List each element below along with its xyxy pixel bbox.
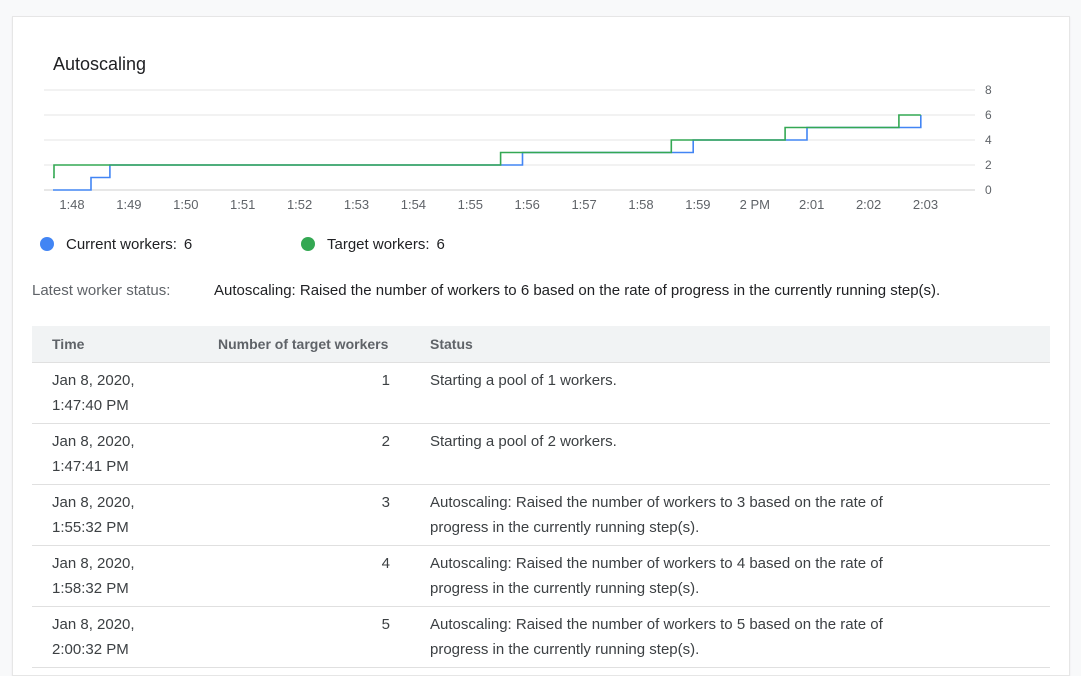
x-tick-label: 1:55 [458,197,483,212]
x-tick-label: 1:58 [628,197,653,212]
cell-status: Starting a pool of 2 workers. [430,433,617,450]
cell-num: 1 [381,372,390,389]
cell-time: Jan 8, 2020, 2:00:32 PM [52,616,135,658]
y-tick-label: 2 [985,158,992,172]
cell-status: Autoscaling: Raised the number of worker… [430,555,883,597]
cell-num: 5 [381,616,390,633]
header-num-target-workers[interactable]: Number of target workers [218,336,389,352]
x-tick-label: 2:01 [799,197,824,212]
status-text: Autoscaling: Raised the number of worker… [214,282,941,299]
y-tick-label: 4 [985,133,992,147]
x-tick-label: 1:56 [515,197,540,212]
y-axis-ticks: 8 6 4 2 0 [985,83,992,197]
cell-status: Starting a pool of 1 workers. [430,372,617,389]
current-workers-label: Current workers: [66,235,177,253]
cell-time: Jan 8, 2020, 1:47:41 PM [52,433,135,475]
cell-time: Jan 8, 2020, 1:55:32 PM [52,494,135,536]
x-tick-label: 1:53 [344,197,369,212]
table-row: Jan 8, 2020, 1:55:32 PM 3 Autoscaling: R… [32,485,1050,546]
y-tick-label: 8 [985,83,992,97]
status-label: Latest worker status: [32,282,171,299]
cell-status: Autoscaling: Raised the number of worker… [430,616,883,658]
x-axis-ticks: 1:48 1:49 1:50 1:51 1:52 1:53 1:54 1:55 1:56 1:57… [59,197,938,212]
cell-time: Jan 8, 2020, 1:58:32 PM [52,555,135,597]
y-tick-label: 6 [985,108,992,122]
x-tick-label: 1:59 [685,197,710,212]
target-workers-line [53,114,921,179]
x-tick-label: 1:51 [230,197,255,212]
cell-time: Jan 8, 2020, 1:47:40 PM [52,372,135,414]
table-header: Time Number of target workers Status [32,326,1050,363]
x-tick-label: 1:49 [116,197,141,212]
cell-status: Autoscaling: Raised the number of worker… [430,494,883,536]
cell-num: 4 [381,555,390,572]
x-tick-label: 1:50 [173,197,198,212]
x-tick-label: 2 PM [740,197,770,212]
chart-series [53,114,922,191]
target-workers-dot [301,237,315,251]
x-tick-label: 1:57 [571,197,596,212]
table-row: Jan 8, 2020, 2:00:32 PM 5 Autoscaling: R… [32,607,1050,668]
legend-current-workers: Current workers: 6 [40,234,192,254]
legend-target-workers: Target workers: 6 [301,234,445,254]
header-status[interactable]: Status [430,336,473,352]
chart-grid [44,89,975,191]
x-tick-label: 2:03 [913,197,938,212]
y-tick-label: 0 [985,183,992,197]
autoscaling-table: Time Number of target workers Status Jan… [32,326,1050,668]
card-title: Autoscaling [53,54,147,74]
target-workers-value: 6 [436,235,445,253]
current-workers-line [53,115,922,191]
header-time[interactable]: Time [52,336,85,352]
cell-num: 2 [381,433,390,450]
x-tick-label: 1:52 [287,197,312,212]
x-tick-label: 2:02 [856,197,881,212]
table-row: Jan 8, 2020, 1:47:40 PM 1 Starting a poo… [32,363,1050,424]
current-workers-dot [40,237,54,251]
x-tick-label: 1:48 [59,197,84,212]
table-row: Jan 8, 2020, 1:58:32 PM 4 Autoscaling: R… [32,546,1050,607]
current-workers-value: 6 [183,235,193,253]
table-row: Jan 8, 2020, 1:47:41 PM 2 Starting a poo… [32,424,1050,485]
x-tick-label: 1:54 [401,197,426,212]
latest-worker-status: Latest worker status: Autoscaling: Raise… [32,282,940,299]
target-workers-label: Target workers: [327,235,430,253]
cell-num: 3 [381,494,390,511]
